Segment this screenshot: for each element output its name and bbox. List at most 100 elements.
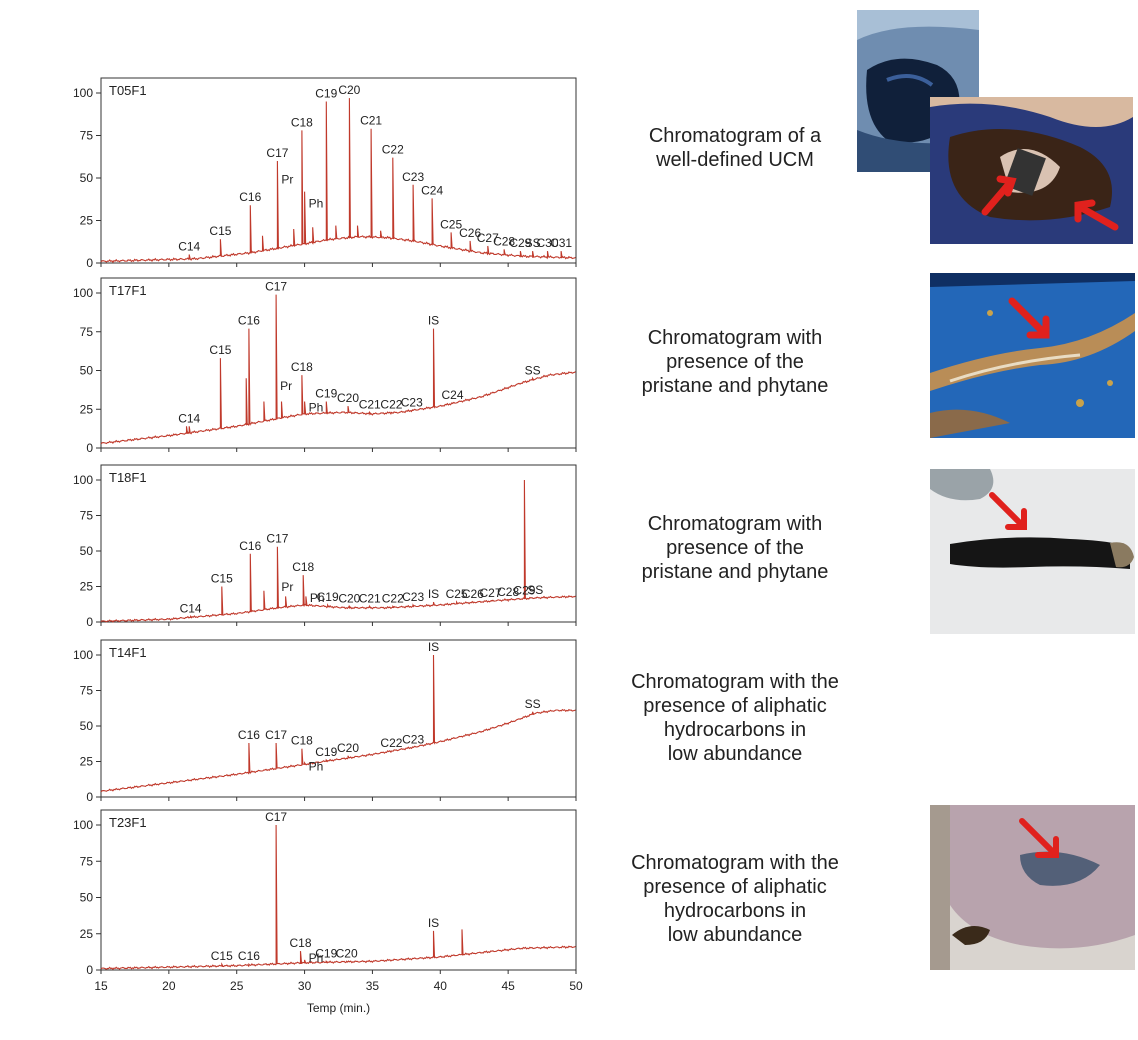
y-tick-label: 100	[73, 648, 93, 662]
sample-label: T05F1	[109, 83, 147, 98]
chromatogram-trace	[100, 479, 576, 623]
peak-label: Pr	[281, 172, 293, 186]
peak-label: C15	[209, 224, 231, 238]
caption-line: presence of the	[666, 351, 804, 373]
peak-label: IS	[428, 640, 439, 654]
y-tick-label: 0	[86, 441, 93, 455]
peak-label: C19	[315, 387, 337, 401]
x-tick-label: 45	[501, 979, 515, 993]
y-tick-label: 50	[80, 891, 94, 905]
peak-label: C20	[338, 591, 360, 605]
peak-label: C21	[359, 591, 381, 605]
y-tick-label: 75	[80, 325, 94, 339]
peak-label: C23	[402, 590, 424, 604]
peak-label: C19	[315, 87, 337, 101]
peak-label: C24	[441, 388, 463, 402]
caption-t17f1: Chromatogram with presence of the prista…	[585, 326, 885, 398]
peak-label: C19	[315, 946, 337, 960]
x-tick-label: 20	[162, 979, 176, 993]
y-tick-label: 100	[73, 286, 93, 300]
peak-label: C28	[493, 234, 515, 248]
caption-line: hydrocarbons in	[663, 900, 807, 922]
peak-label: IS	[428, 916, 439, 930]
peak-label: C14	[180, 601, 202, 615]
peak-label: Ph	[309, 759, 324, 773]
peak-label: C16	[239, 539, 261, 553]
plot-frame	[100, 809, 577, 971]
peak-label: C22	[380, 736, 402, 750]
peak-label: C18	[291, 115, 313, 129]
plot-frame	[100, 277, 577, 449]
black-tar-sample-photo	[930, 469, 1135, 634]
peak-label: C15	[209, 343, 231, 357]
caption-t14f1: Chromatogram with the presence of alipha…	[585, 670, 885, 766]
peak-label: C26	[462, 587, 484, 601]
peak-label: SS	[525, 363, 541, 377]
y-tick-label: 100	[73, 818, 93, 832]
plot-frame	[100, 464, 577, 623]
peak-label: C23	[402, 732, 424, 746]
y-tick-label: 0	[86, 256, 93, 270]
caption-line: Chromatogram with	[647, 327, 823, 349]
peak-label: C17	[265, 280, 287, 294]
sample-label: T18F1	[109, 470, 147, 485]
peak-label: C22	[382, 591, 404, 605]
y-tick-label: 25	[80, 755, 94, 769]
caption-line: pristane and phytane	[641, 561, 829, 583]
peak-label: C14	[178, 411, 200, 425]
y-tick-label: 50	[80, 364, 94, 378]
peak-label: C29	[509, 236, 531, 250]
plot-frame	[100, 77, 577, 264]
peak-label: C27	[477, 231, 499, 245]
caption-line: low abundance	[667, 924, 803, 946]
x-tick-label: 50	[569, 979, 583, 993]
y-tick-label: 25	[80, 402, 94, 416]
peak-label: C15	[211, 949, 233, 963]
plot-frame	[100, 639, 577, 798]
peak-label: C14	[178, 240, 200, 254]
peak-label: C16	[238, 728, 260, 742]
peak-label: Ph	[309, 196, 324, 210]
caption-line: pristane and phytane	[641, 375, 829, 397]
peak-label: C26	[459, 226, 481, 240]
peak-label: Ph	[310, 591, 325, 605]
x-tick-label: 15	[94, 979, 108, 993]
peak-label: C17	[266, 532, 288, 546]
peak-label: C30	[536, 236, 558, 250]
caption-line: low abundance	[667, 743, 803, 765]
y-tick-label: 50	[80, 544, 94, 558]
peak-label: C16	[239, 190, 261, 204]
peak-label: C21	[360, 114, 382, 128]
peak-label: SS	[525, 236, 541, 250]
peak-label: C17	[266, 146, 288, 160]
caption-line: Chromatogram of a	[648, 125, 822, 147]
peak-label: C28	[497, 585, 519, 599]
peak-label: C21	[359, 397, 381, 411]
peak-label: C23	[401, 395, 423, 409]
y-tick-label: 75	[80, 854, 94, 868]
y-tick-label: 50	[80, 171, 94, 185]
caption-line: presence of aliphatic	[643, 695, 827, 717]
y-tick-label: 100	[73, 86, 93, 100]
peak-label: C25	[446, 587, 468, 601]
peak-label: IS	[428, 587, 439, 601]
x-tick-label: 40	[434, 979, 448, 993]
sample-label: T14F1	[109, 645, 147, 660]
peak-label: C22	[382, 143, 404, 157]
y-tick-label: 25	[80, 927, 94, 941]
peak-label: C20	[337, 391, 359, 405]
peak-label: SS	[525, 697, 541, 711]
tar-on-blue-tray-photo	[930, 273, 1135, 438]
peak-label: C20	[338, 83, 360, 97]
peak-label: Ph	[309, 401, 324, 415]
chromatogram-trace	[100, 654, 576, 793]
stained-tissue-photo	[930, 805, 1135, 970]
caption-t23f1: Chromatogram with the presence of alipha…	[585, 851, 885, 947]
x-tick-label: 35	[366, 979, 380, 993]
caption-line: Chromatogram with	[647, 513, 823, 535]
peak-label: C18	[291, 360, 313, 374]
peak-label: C20	[337, 741, 359, 755]
peak-label: C20	[336, 946, 358, 960]
y-tick-label: 25	[80, 214, 94, 228]
